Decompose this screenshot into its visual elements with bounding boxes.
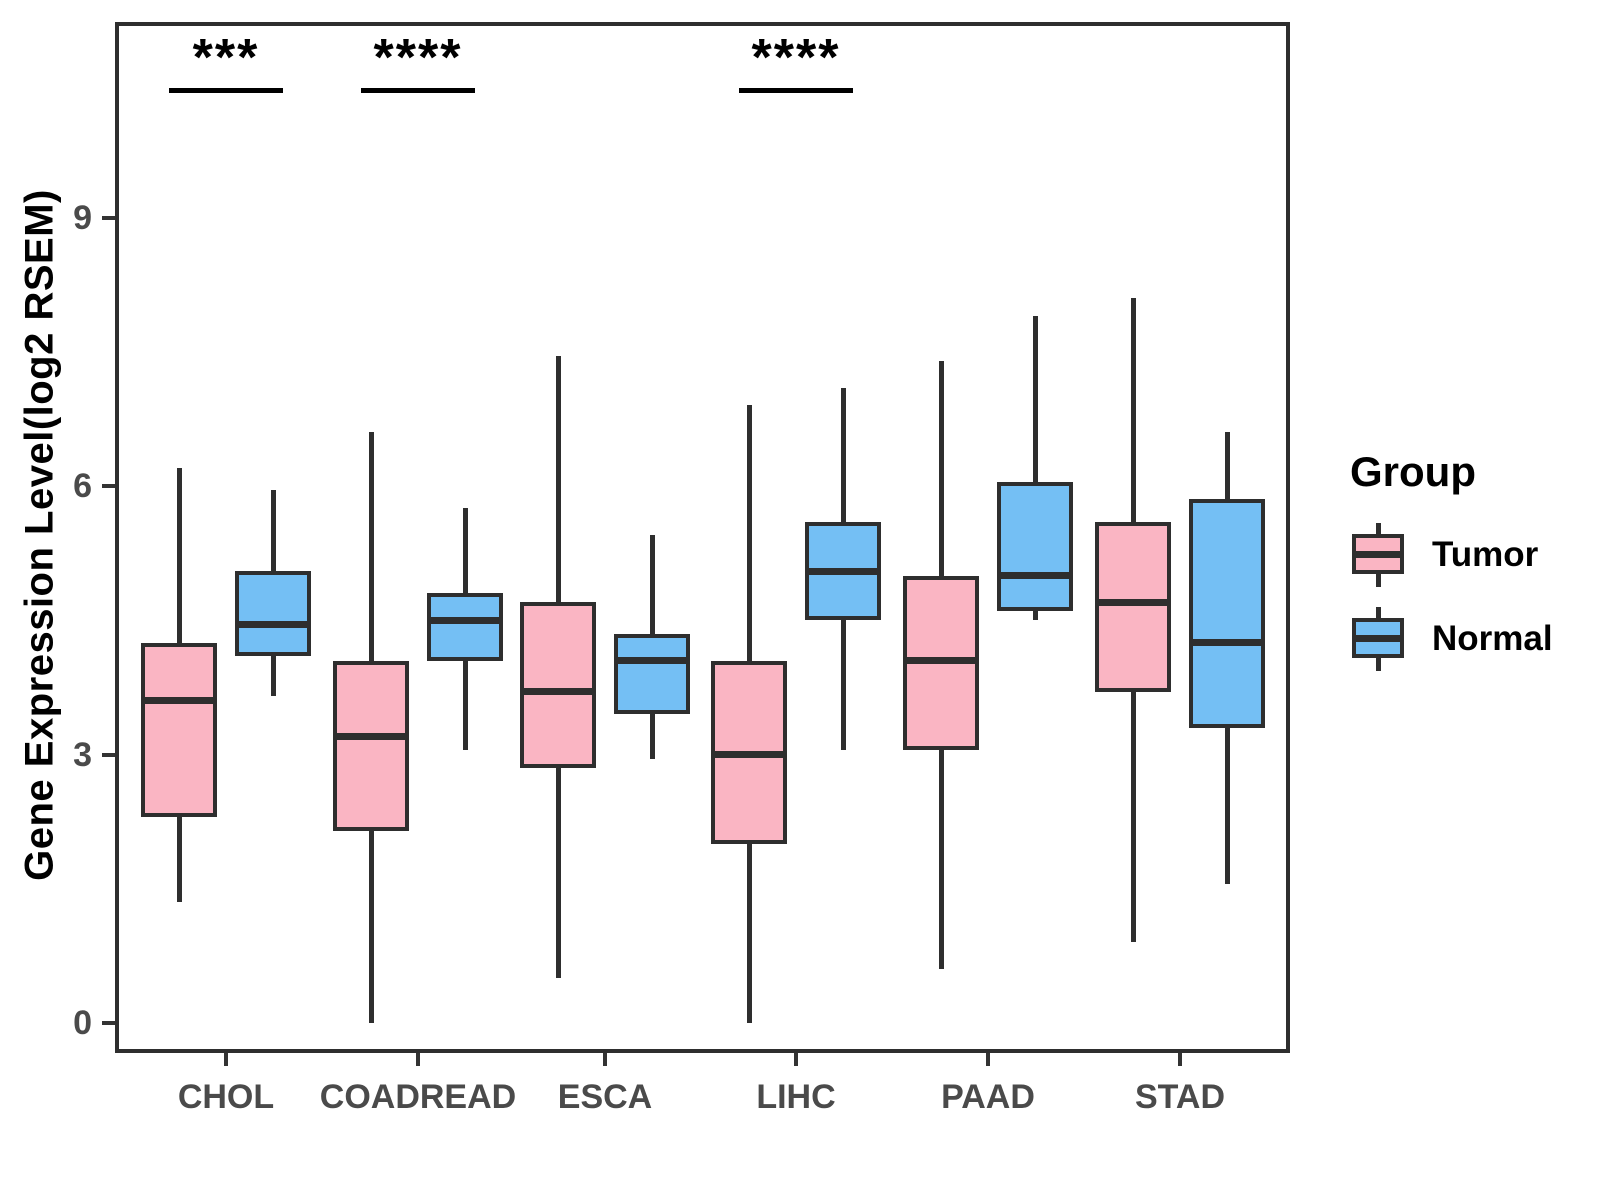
legend-key-tumor-boxplot-icon: [1350, 523, 1406, 587]
x-tick-label-esca: ESCA: [557, 1078, 653, 1116]
box-coadread-normal: [427, 593, 503, 661]
median-stad-normal: [1189, 639, 1265, 647]
median-lihc-normal: [805, 567, 881, 575]
legend-key-whisker-top: [1376, 607, 1381, 619]
median-lihc-tumor: [711, 751, 787, 758]
legend-entry-normal: Normal: [1350, 606, 1600, 672]
x-tick-label-coadread: COADREAD: [319, 1078, 517, 1116]
median-chol-normal: [235, 621, 311, 629]
box-stad-normal: [1189, 499, 1265, 728]
x-tick-mark-esca: [603, 1053, 607, 1066]
legend-label-tumor: Tumor: [1432, 535, 1539, 574]
box-coadread-tumor: [333, 660, 409, 831]
x-tick-label-lihc: LIHC: [756, 1078, 836, 1116]
y-axis-title: Gene Expression Level(log2 RSEM): [17, 189, 62, 881]
y-tick-label-6: 6: [73, 467, 92, 505]
sig-bar-chol: [169, 88, 283, 93]
x-tick-mark-stad: [1178, 1053, 1182, 1066]
x-tick-mark-lihc: [794, 1053, 798, 1066]
median-paad-tumor: [903, 657, 979, 665]
legend-key-median: [1352, 635, 1404, 642]
box-esca-tumor: [520, 602, 596, 768]
legend-key-whisker-bottom: [1376, 573, 1381, 587]
sig-stars-chol: ***: [192, 29, 260, 87]
x-tick-mark-chol: [224, 1053, 228, 1066]
median-coadread-normal: [427, 616, 503, 624]
legend-key-whisker-top: [1376, 523, 1381, 535]
sig-bar-lihc: [739, 88, 853, 93]
y-tick-mark-9: [102, 215, 115, 220]
legend-title: Group: [1350, 448, 1476, 495]
whisker-paad-normal: [1032, 315, 1038, 621]
plot-panel: [115, 22, 1290, 1053]
median-esca-normal: [614, 657, 690, 665]
y-tick-label-0: 0: [73, 1004, 92, 1042]
x-tick-mark-paad: [986, 1053, 990, 1066]
box-esca-normal: [614, 633, 690, 715]
median-stad-tumor: [1095, 598, 1171, 606]
y-tick-label-3: 3: [73, 735, 92, 774]
median-esca-tumor: [520, 688, 596, 696]
y-tick-mark-3: [102, 752, 115, 757]
median-coadread-tumor: [333, 733, 409, 741]
legend-entries: Tumor Normal: [1350, 522, 1600, 672]
sig-bar-coadread: [361, 88, 475, 93]
x-tick-mark-coadread: [416, 1053, 420, 1066]
box-stad-tumor: [1095, 521, 1171, 692]
y-tick-mark-0: [102, 1021, 115, 1025]
legend-key-median: [1352, 551, 1404, 558]
legend: Group Tumor Normal: [1350, 448, 1600, 690]
x-tick-label-chol: CHOL: [177, 1078, 275, 1116]
legend-key-normal-boxplot-icon: [1350, 607, 1406, 671]
box-chol-normal: [235, 571, 311, 657]
legend-key-whisker-bottom: [1376, 657, 1381, 671]
box-chol-tumor: [141, 642, 217, 818]
median-chol-tumor: [141, 697, 217, 705]
legend-label-normal: Normal: [1432, 619, 1553, 658]
sig-stars-lihc: ****: [751, 29, 841, 87]
x-tick-label-paad: PAAD: [941, 1078, 1035, 1116]
x-tick-label-stad: STAD: [1134, 1078, 1226, 1116]
median-paad-normal: [997, 572, 1073, 579]
box-paad-normal: [997, 481, 1073, 612]
y-tick-mark-6: [102, 484, 115, 488]
y-tick-label-9: 9: [73, 198, 92, 237]
sig-stars-coadread: ****: [373, 29, 463, 87]
legend-entry-tumor: Tumor: [1350, 522, 1600, 588]
